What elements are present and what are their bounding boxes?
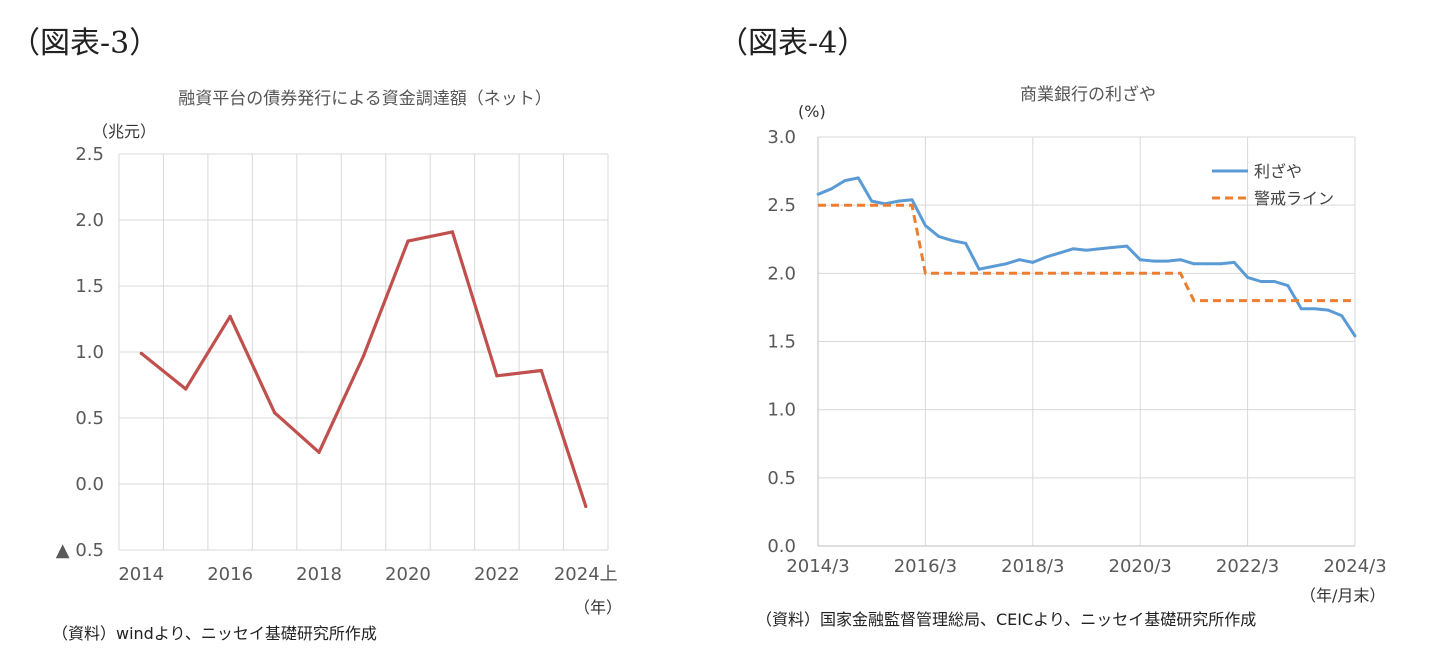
left-y-tick-label: 2.0 bbox=[75, 210, 104, 231]
left-source-note: （資料）windより、ニッセイ基礎研究所作成 bbox=[52, 624, 377, 643]
right-data-point bbox=[1286, 284, 1290, 288]
right-data-point bbox=[991, 265, 994, 268]
right-y-tick-label: 1.5 bbox=[767, 332, 796, 353]
right-data-point bbox=[1179, 258, 1182, 262]
right-x-tick-label: 2014/3 bbox=[786, 556, 849, 577]
right-data-point bbox=[1353, 334, 1357, 338]
left-x-tick-label: 2022 bbox=[474, 564, 520, 585]
right-x-tick-label: 2020/3 bbox=[1109, 556, 1172, 577]
left-y-tick-label: 1.5 bbox=[75, 276, 104, 297]
left-data-point bbox=[495, 374, 499, 378]
right-data-point bbox=[870, 199, 874, 203]
left-x-tick-label: 2016 bbox=[207, 564, 253, 585]
left-chart-title: 融資平台の債券発行による資金調達額（ネット） bbox=[178, 89, 552, 109]
right-data-point bbox=[1326, 308, 1330, 312]
left-y-tick-label: ▲ 0.5 bbox=[56, 540, 104, 561]
right-data-point bbox=[897, 199, 900, 203]
right-data-point bbox=[1246, 276, 1249, 279]
right-x-tick-label: 2022/3 bbox=[1216, 556, 1279, 577]
right-data-point bbox=[950, 239, 954, 243]
right-y-tick-label: 0.0 bbox=[767, 536, 796, 557]
left-x-tick-label: 2018 bbox=[296, 564, 342, 585]
left-data-point bbox=[272, 411, 277, 415]
right-data-point bbox=[1044, 255, 1048, 259]
left-y-tick-label: 2.5 bbox=[75, 144, 104, 165]
right-x-unit: （年/月末） bbox=[1300, 586, 1386, 605]
right-chart-title: 商業銀行の利ざや bbox=[1020, 85, 1156, 105]
right-data-point bbox=[1071, 247, 1075, 251]
right-data-point bbox=[1098, 247, 1102, 251]
right-y-tick-label: 2.5 bbox=[767, 195, 796, 216]
left-data-point bbox=[228, 314, 232, 318]
right-data-point bbox=[1125, 244, 1129, 248]
left-data-point bbox=[184, 387, 188, 391]
right-data-point bbox=[1299, 307, 1303, 311]
left-x-tick-label: 2020 bbox=[385, 564, 431, 585]
legend-label: 警戒ライン bbox=[1254, 189, 1334, 208]
left-y-unit: （兆元） bbox=[92, 122, 157, 141]
right-data-point bbox=[1138, 258, 1142, 262]
right-data-point bbox=[1259, 280, 1263, 283]
left-x-tick-label: 2014 bbox=[118, 564, 164, 585]
left-data-point bbox=[539, 368, 543, 373]
right-panel-heading: （図表-4） bbox=[718, 26, 868, 61]
left-panel-heading: （図表-3） bbox=[10, 26, 160, 61]
right-y-tick-label: 1.0 bbox=[767, 400, 796, 421]
left-y-tick-label: 1.0 bbox=[75, 342, 104, 363]
right-y-tick-label: 3.0 bbox=[767, 127, 796, 148]
right-data-point bbox=[1058, 251, 1062, 255]
right-data-point bbox=[843, 179, 847, 183]
right-data-point bbox=[1219, 262, 1223, 266]
left-y-tick-label: 0.5 bbox=[75, 408, 104, 429]
right-x-tick-label: 2016/3 bbox=[894, 556, 957, 577]
left-data-point bbox=[584, 504, 588, 509]
right-y-tick-label: 0.5 bbox=[767, 468, 796, 489]
right-data-point bbox=[1232, 261, 1236, 264]
right-data-point bbox=[1152, 259, 1156, 263]
right-source-note: （資料）国家金融監督管理総局、CEICより、ニッセイ基礎研究所作成 bbox=[756, 610, 1257, 629]
right-data-point bbox=[856, 176, 860, 180]
left-data-point bbox=[317, 450, 321, 454]
right-data-point bbox=[977, 267, 981, 271]
right-x-tick-label: 2024/3 bbox=[1323, 556, 1386, 577]
left-data-point bbox=[450, 230, 455, 234]
left-data-point bbox=[139, 351, 143, 355]
right-data-point bbox=[1085, 248, 1088, 252]
right-data-point bbox=[1004, 262, 1008, 266]
right-data-point bbox=[830, 187, 833, 191]
left-y-tick-label: 0.0 bbox=[75, 474, 104, 495]
legend-label: 利ざや bbox=[1254, 162, 1302, 181]
right-data-point bbox=[910, 198, 914, 202]
right-data-point bbox=[816, 192, 820, 196]
right-data-point bbox=[1192, 262, 1196, 266]
right-data-point bbox=[937, 235, 941, 238]
right-data-point bbox=[1111, 246, 1115, 249]
right-data-point bbox=[1017, 258, 1021, 262]
left-data-point bbox=[361, 354, 366, 358]
right-data-point bbox=[1205, 262, 1209, 266]
right-data-point bbox=[1313, 307, 1317, 311]
right-y-unit: (%) bbox=[798, 102, 826, 121]
right-data-point bbox=[1031, 261, 1035, 264]
right-data-point bbox=[1340, 314, 1343, 317]
right-data-point bbox=[964, 241, 968, 245]
right-data-point bbox=[1273, 280, 1276, 283]
right-x-tick-label: 2018/3 bbox=[1001, 556, 1064, 577]
left-data-point bbox=[406, 239, 410, 243]
left-x-unit: （年） bbox=[574, 598, 623, 617]
right-y-tick-label: 2.0 bbox=[767, 263, 796, 284]
left-x-tick-label: 2024上 bbox=[554, 564, 618, 585]
right-data-point bbox=[1165, 259, 1169, 263]
right-data-point bbox=[924, 224, 927, 228]
right-series-warning-line bbox=[818, 203, 1355, 303]
